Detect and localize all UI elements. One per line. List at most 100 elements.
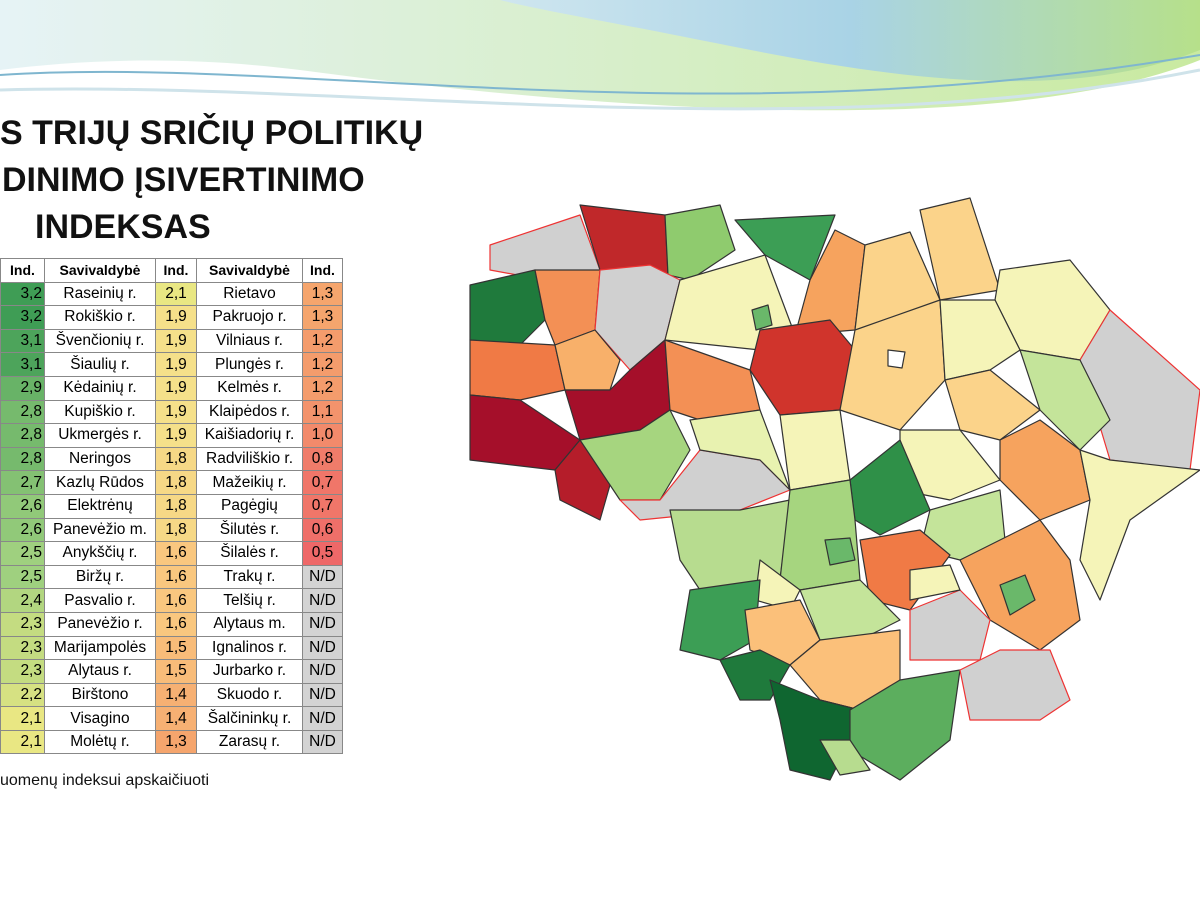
index-cell: 1,2 <box>302 375 343 401</box>
municipality-cell: Panevėžio m. <box>44 517 156 543</box>
table-row: 3,2 Raseinių r. 2,1 Rietavo 1,3 <box>0 281 343 307</box>
index-cell: 1,6 <box>155 541 197 566</box>
table-row: 2,1 Molėtų r. 1,3 Zarasų r. N/D <box>0 729 343 755</box>
index-cell: 1,1 <box>302 399 343 425</box>
footnote: uomenų indeksui apskaičiuoti <box>0 772 210 789</box>
column-header: Ind. <box>302 258 343 283</box>
index-cell: 1,4 <box>155 706 197 731</box>
municipality-cell: Panevėžio r. <box>44 611 156 637</box>
index-cell: 2,1 <box>0 706 45 731</box>
municipality-cell: Anykščių r. <box>44 541 156 566</box>
municipality-cell: Pasvalio r. <box>44 588 156 613</box>
municipality-cell: Švenčionių r. <box>44 328 156 354</box>
municipality-cell: Rokiškio r. <box>44 305 156 330</box>
municipality-cell: Telšių r. <box>196 588 303 613</box>
municipality-cell: Šiaulių r. <box>44 352 156 377</box>
table-row: 2,8 Ukmergės r. 1,9 Kaišiadorių r. 1,0 <box>0 423 343 448</box>
index-cell: 2,6 <box>0 493 45 519</box>
table-row: 2,3 Alytaus r. 1,5 Jurbarko r. N/D <box>0 659 343 684</box>
index-cell: 2,3 <box>0 659 45 684</box>
index-cell: 1,3 <box>302 281 343 307</box>
index-cell: N/D <box>302 635 343 661</box>
index-cell: 1,5 <box>155 635 197 661</box>
index-cell: 2,8 <box>0 446 45 472</box>
municipality-cell: Raseinių r. <box>44 281 156 307</box>
index-cell: 3,1 <box>0 352 45 377</box>
index-cell: N/D <box>302 611 343 637</box>
index-cell: 2,5 <box>0 564 45 590</box>
index-cell: 1,6 <box>155 588 197 613</box>
table-row: 2,6 Panevėžio m. 1,8 Šilutės r. 0,6 <box>0 517 343 543</box>
table-row: 2,3 Marijampolės 1,5 Ignalinos r. N/D <box>0 635 343 661</box>
table-row: 2,8 Neringos 1,8 Radviliškio r. 0,8 <box>0 446 343 472</box>
index-cell: 1,6 <box>155 611 197 637</box>
municipality-cell: Skuodo r. <box>196 682 303 708</box>
index-cell: 0,6 <box>302 517 343 543</box>
index-cell: 1,8 <box>155 446 197 472</box>
municipality-cell: Šilutės r. <box>196 517 303 543</box>
index-cell: 0,7 <box>302 493 343 519</box>
title-line: INDEKSAS <box>35 208 211 246</box>
municipality-cell: Ukmergės r. <box>44 423 156 448</box>
municipality-cell: Radviliškio r. <box>196 446 303 472</box>
index-cell: 1,9 <box>155 305 197 330</box>
index-cell: 2,7 <box>0 470 45 495</box>
title-line: DINIMO ĮSIVERTINIMO <box>2 161 365 199</box>
index-cell: 1,3 <box>155 729 197 755</box>
index-cell: 1,9 <box>155 423 197 448</box>
municipality-cell: Kėdainių r. <box>44 375 156 401</box>
index-cell: 2,2 <box>0 682 45 708</box>
index-cell: 3,1 <box>0 328 45 354</box>
municipality-cell: Visagino <box>44 706 156 731</box>
municipality-cell: Kazlų Rūdos <box>44 470 156 495</box>
municipality-cell: Alytaus m. <box>196 611 303 637</box>
municipality-cell: Birštono <box>44 682 156 708</box>
municipality-cell: Kelmės r. <box>196 375 303 401</box>
table-row: 2,3 Panevėžio r. 1,6 Alytaus m. N/D <box>0 611 343 637</box>
index-cell: 1,0 <box>302 423 343 448</box>
municipality-cell: Alytaus r. <box>44 659 156 684</box>
table-row: 3,2 Rokiškio r. 1,9 Pakruojo r. 1,3 <box>0 305 343 330</box>
municipality-cell: Neringos <box>44 446 156 472</box>
index-cell: 1,3 <box>302 305 343 330</box>
index-cell: 1,4 <box>155 682 197 708</box>
index-cell: 1,2 <box>302 352 343 377</box>
index-cell: 2,5 <box>0 541 45 566</box>
index-cell: 1,6 <box>155 564 197 590</box>
table-row: 3,1 Švenčionių r. 1,9 Vilniaus r. 1,2 <box>0 328 343 354</box>
municipality-cell: Zarasų r. <box>196 729 303 755</box>
index-cell: N/D <box>302 729 343 755</box>
table-row: 2,8 Kupiškio r. 1,9 Klaipėdos r. 1,1 <box>0 399 343 425</box>
municipality-cell: Kupiškio r. <box>44 399 156 425</box>
column-header: Ind. <box>0 258 45 283</box>
index-cell: N/D <box>302 564 343 590</box>
index-cell: 1,9 <box>155 328 197 354</box>
index-cell: 3,2 <box>0 305 45 330</box>
table-row: 2,2 Birštono 1,4 Skuodo r. N/D <box>0 682 343 708</box>
municipality-cell: Šalčininkų r. <box>196 706 303 731</box>
table-row: 2,5 Biržų r. 1,6 Trakų r. N/D <box>0 564 343 590</box>
index-cell: 0,7 <box>302 470 343 495</box>
municipality-cell: Vilniaus r. <box>196 328 303 354</box>
index-cell: 0,8 <box>302 446 343 472</box>
municipality-cell: Pagėgių <box>196 493 303 519</box>
index-cell: 2,4 <box>0 588 45 613</box>
index-cell: N/D <box>302 659 343 684</box>
table-row: 2,7 Kazlų Rūdos 1,8 Mažeikių r. 0,7 <box>0 470 343 495</box>
municipality-cell: Mažeikių r. <box>196 470 303 495</box>
index-cell: 2,3 <box>0 635 45 661</box>
index-cell: 1,2 <box>302 328 343 354</box>
municipality-cell: Marijampolės <box>44 635 156 661</box>
municipality-cell: Šilalės r. <box>196 541 303 566</box>
index-cell: 2,1 <box>0 729 45 755</box>
column-header: Ind. <box>155 258 197 283</box>
index-cell: 2,1 <box>155 281 197 307</box>
index-cell: 2,8 <box>0 399 45 425</box>
index-table: Ind. Savivaldybė Ind. Savivaldybė Ind. 3,2 Ras… <box>0 258 343 755</box>
title-line: S TRIJŲ SRIČIŲ POLITIKŲ <box>0 114 424 152</box>
table-row: 2,4 Pasvalio r. 1,6 Telšių r. N/D <box>0 588 343 613</box>
index-cell: 1,8 <box>155 470 197 495</box>
municipality-cell: Molėtų r. <box>44 729 156 755</box>
index-cell: N/D <box>302 588 343 613</box>
